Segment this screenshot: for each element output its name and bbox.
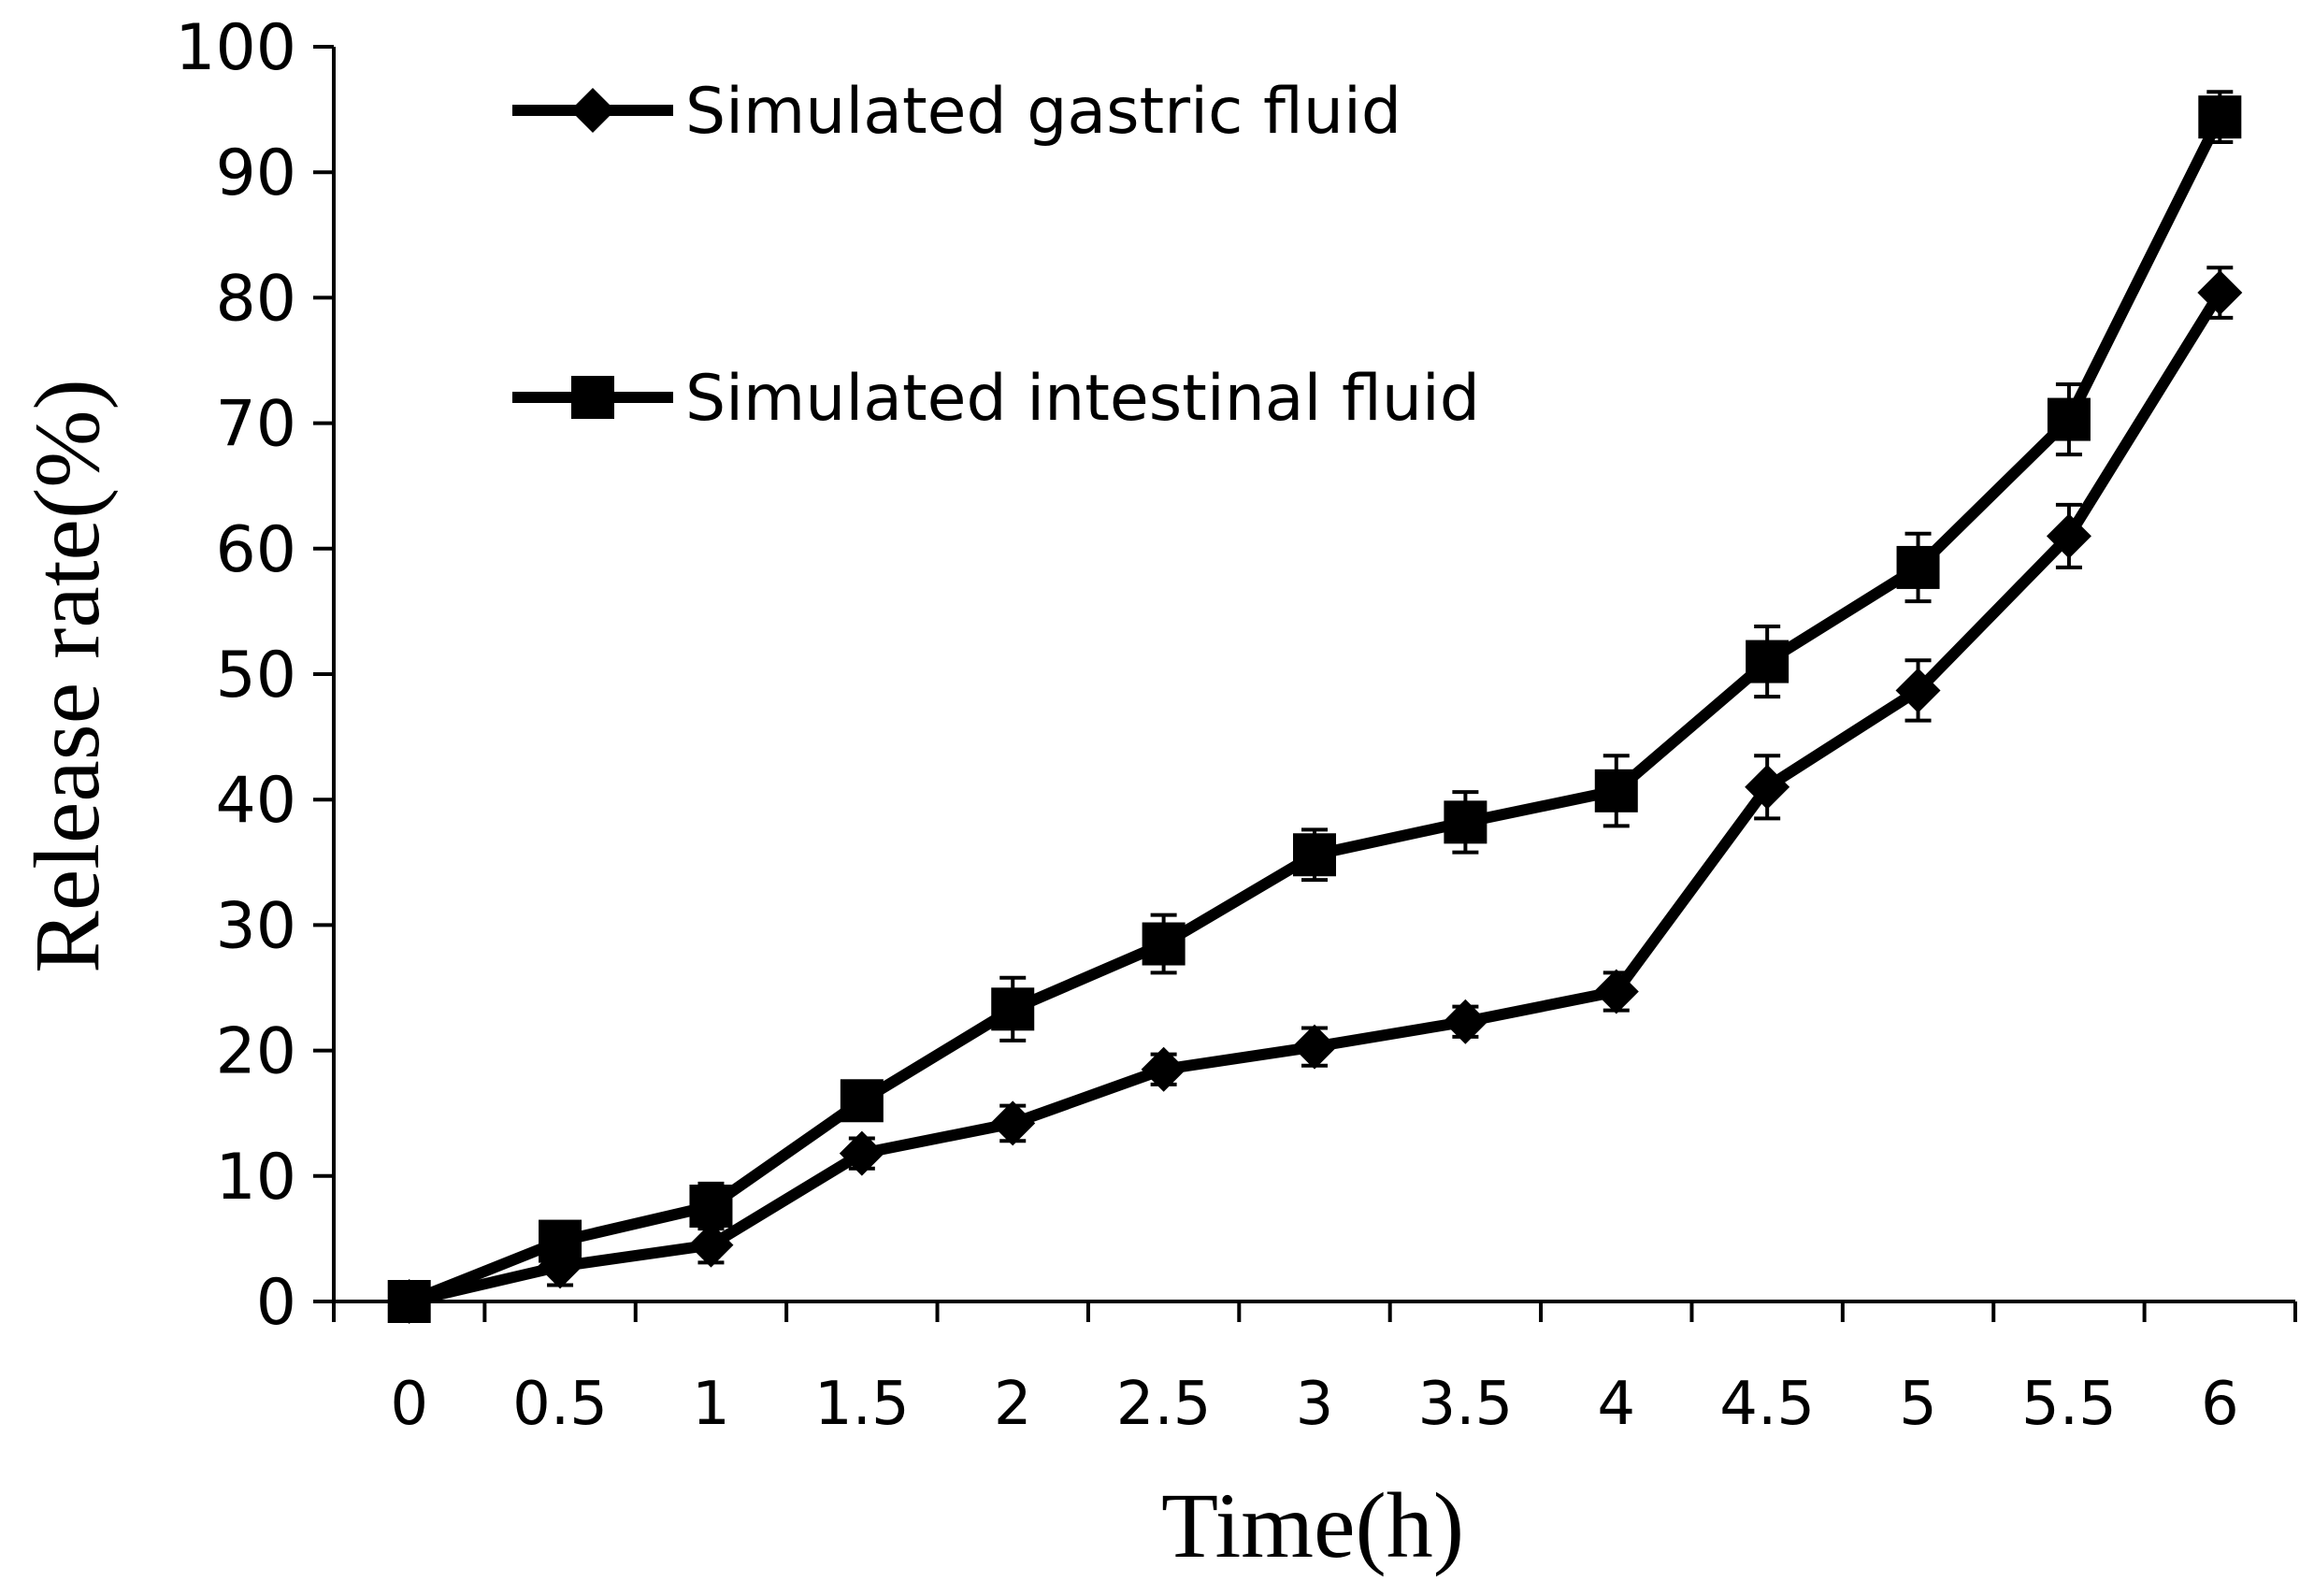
x-tick-label: 5 <box>1899 1370 1937 1439</box>
data-point <box>1593 969 1639 1014</box>
y-tick-label: 40 <box>215 764 296 838</box>
x-axis-title: Time(h) <box>1161 1474 1464 1577</box>
series-0 <box>386 266 2243 1324</box>
x-tick-label: 3.5 <box>1417 1370 1513 1439</box>
data-point <box>2198 95 2242 139</box>
series-line <box>407 114 2225 1307</box>
y-tick-label: 50 <box>215 639 296 712</box>
y-axis-title: Release rate(%) <box>15 379 119 973</box>
x-tick-label: 2.5 <box>1116 1370 1212 1439</box>
data-point <box>1141 1046 1186 1092</box>
y-tick-label: 90 <box>215 137 296 210</box>
data-point <box>2197 270 2243 316</box>
x-tick-label: 5.5 <box>2021 1370 2117 1439</box>
y-tick-label: 30 <box>215 889 296 963</box>
data-point <box>1293 833 1336 877</box>
x-tick-label: 0.5 <box>512 1370 608 1439</box>
legend: Simulated gastric fluid Simulated intesti… <box>512 75 1480 436</box>
data-point <box>1594 769 1638 812</box>
series-1 <box>387 90 2242 1323</box>
legend-item: Simulated intestinal fluid <box>512 362 1480 436</box>
data-point <box>991 987 1035 1031</box>
x-tick-label: 3 <box>1296 1370 1334 1439</box>
x-tick-label: 2 <box>994 1370 1032 1439</box>
data-point <box>1142 922 1186 966</box>
data-point <box>2047 397 2091 441</box>
x-tick-label: 0 <box>390 1370 428 1439</box>
data-point <box>689 1185 733 1229</box>
data-point <box>1896 545 1940 589</box>
data-point <box>839 1130 884 1176</box>
y-tick-label: 20 <box>215 1015 296 1089</box>
data-point <box>1895 668 1941 713</box>
data-point <box>1443 999 1488 1044</box>
legend-label: Simulated intestinal fluid <box>685 362 1480 436</box>
series-line <box>408 289 2225 1307</box>
legend-swatch-marker <box>570 88 615 133</box>
y-axis: 0 10 20 30 40 50 60 70 80 90 100 <box>175 11 336 1340</box>
data-point <box>1746 640 1789 683</box>
data-point <box>2046 513 2091 559</box>
data-point <box>840 1079 884 1123</box>
legend-swatch-marker <box>571 376 614 419</box>
data-point <box>387 1280 431 1323</box>
y-tick-label: 0 <box>256 1266 296 1340</box>
x-tick-label: 4.5 <box>1719 1370 1815 1439</box>
x-axis: 0 0.5 1 1.5 2 2.5 3 3.5 4 4.5 5 5.5 6 <box>332 1300 2297 1439</box>
y-tick-label: 80 <box>215 262 296 336</box>
x-tick-label: 1 <box>692 1370 730 1439</box>
x-tick-label: 6 <box>2201 1370 2239 1439</box>
x-tick-label: 4 <box>1597 1370 1635 1439</box>
data-point <box>1292 1024 1337 1070</box>
data-point <box>990 1100 1036 1146</box>
y-tick-label: 100 <box>175 11 296 85</box>
data-point <box>1444 800 1488 844</box>
y-tick-label: 10 <box>215 1141 296 1215</box>
legend-label: Simulated gastric fluid <box>685 75 1401 149</box>
data-point <box>1745 764 1790 810</box>
y-tick-label: 60 <box>215 513 296 587</box>
x-tick-label: 1.5 <box>814 1370 910 1439</box>
legend-item: Simulated gastric fluid <box>512 75 1401 149</box>
series-layer <box>386 90 2243 1324</box>
y-tick-label: 70 <box>215 388 296 462</box>
data-point <box>688 1222 734 1268</box>
data-point <box>539 1219 582 1263</box>
